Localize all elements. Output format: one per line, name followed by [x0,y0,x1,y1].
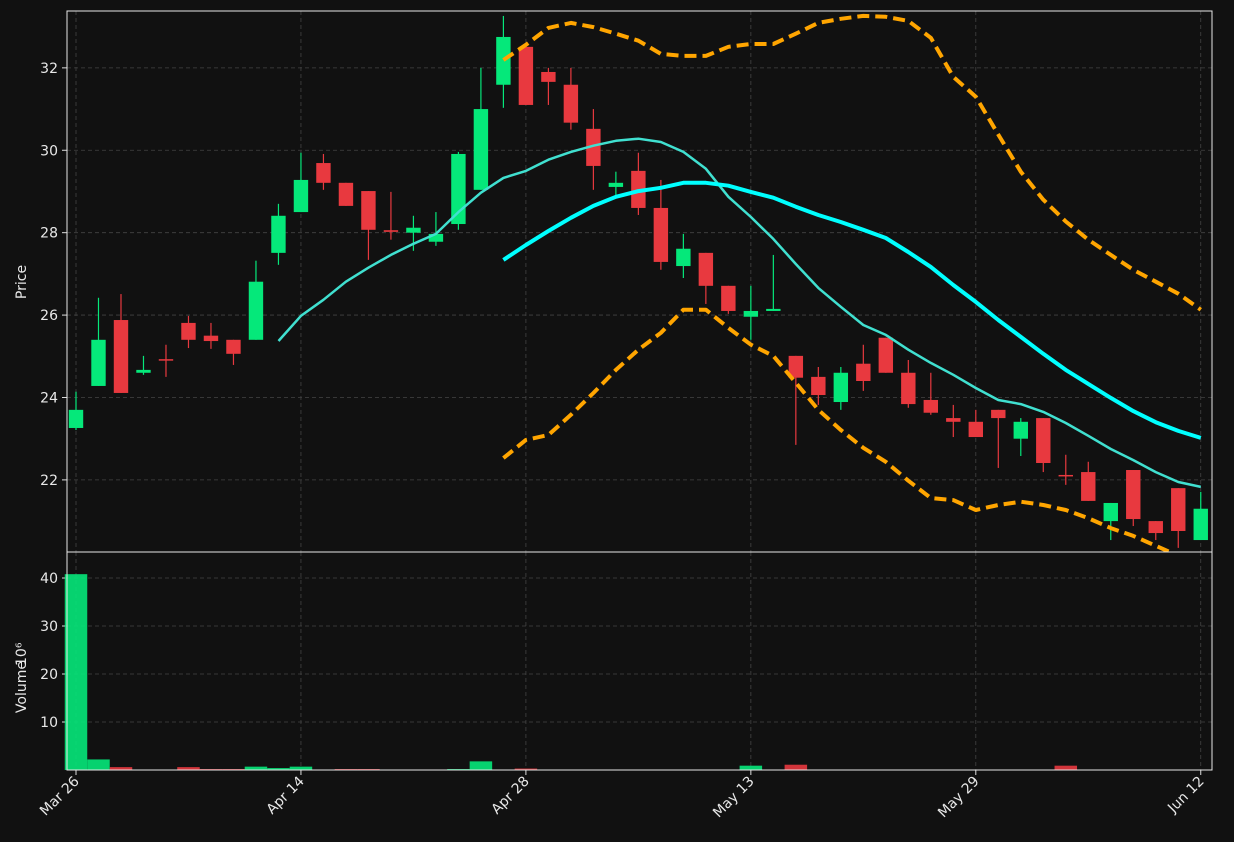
y-tick-label: 30 [40,143,58,159]
price-panel-frame [66,10,1213,553]
candle-body [361,191,376,230]
candle-body [1058,474,1073,477]
volume-bar [109,767,133,770]
candle-body [473,109,489,190]
candle-body [901,372,916,405]
candle-body [338,182,354,206]
volume-bar [267,768,290,770]
candle-body [271,215,286,253]
candle-body [1103,502,1118,522]
candle-body [68,409,84,428]
candle-body [293,179,309,213]
y-tick-label: 28 [40,226,58,242]
x-tick-label: May 29 [935,774,983,822]
volume-bar [244,766,268,770]
candle-body [541,71,556,82]
volume-axis-label: Volume [14,661,30,713]
y-tick-label: 30 [40,619,58,635]
candle-body [203,335,219,342]
volume-bar [514,768,538,770]
overlay-line [502,13,1202,312]
volume-offset-label: 10⁶ [14,642,30,666]
y-tick-label: 22 [40,473,58,489]
candle-body [1193,508,1208,541]
candle-body [1081,472,1096,501]
candle-body [743,310,759,317]
volume-bar [469,761,493,770]
candle-body [451,153,466,225]
x-tick-label: Mar 26 [37,773,83,819]
candle-body [608,182,624,187]
candle-body [1171,488,1186,531]
volume-bar [87,759,110,770]
candle-body [181,322,196,340]
candle-body [563,84,579,123]
candle-body [91,339,106,386]
candle-body [113,320,129,393]
candle-body [653,207,669,262]
candle-body [721,285,736,311]
candle-body [383,230,399,232]
candle-body [316,163,331,183]
candle-body [406,227,421,233]
x-tick-label: Apr 14 [264,773,308,817]
volume-bar [64,574,88,770]
y-tick-label: 24 [40,390,58,406]
candle-body [586,128,601,166]
x-tick-label: Jun 12 [1164,774,1207,817]
x-tick-label: Apr 28 [489,774,533,818]
overlay-line [502,307,1175,552]
candle-body [766,308,781,311]
candle-body [248,281,264,340]
candle-body [991,409,1006,419]
y-tick-label: 10 [40,715,58,731]
candle-body [811,376,826,396]
candle-body [1036,418,1051,464]
candle-body [788,355,804,378]
candle-body [1126,470,1141,520]
candle-body [946,418,961,422]
candle-body [496,36,511,85]
y-tick-label: 40 [40,571,58,587]
candle-body [923,399,939,413]
candle-body [1148,521,1163,534]
overlay-line [277,137,1202,489]
candle-body [968,421,983,438]
y-tick-label: 26 [40,308,58,324]
x-tick-label: May 13 [710,774,758,822]
volume-bar [739,765,763,770]
volume-panel-frame [66,551,1213,771]
candle-body [226,339,241,354]
volume-bar [177,767,200,770]
volume-bar [784,764,808,770]
volume-bar [1054,765,1078,770]
candle-body [1013,421,1028,439]
candles [68,13,1208,552]
price-axis-label: Price [14,265,30,299]
candle-body [878,337,894,373]
candle-body [518,46,534,105]
y-tick-label: 32 [40,61,58,77]
candle-body [428,233,444,242]
candle-body [833,372,849,403]
candle-body [676,248,691,267]
candle-body [158,359,174,361]
y-tick-label: 20 [40,667,58,683]
candle-body [136,369,151,373]
volume-bar [289,766,313,770]
candle-body [698,252,714,286]
overlay-line [502,180,1202,440]
candle-body [856,363,871,382]
